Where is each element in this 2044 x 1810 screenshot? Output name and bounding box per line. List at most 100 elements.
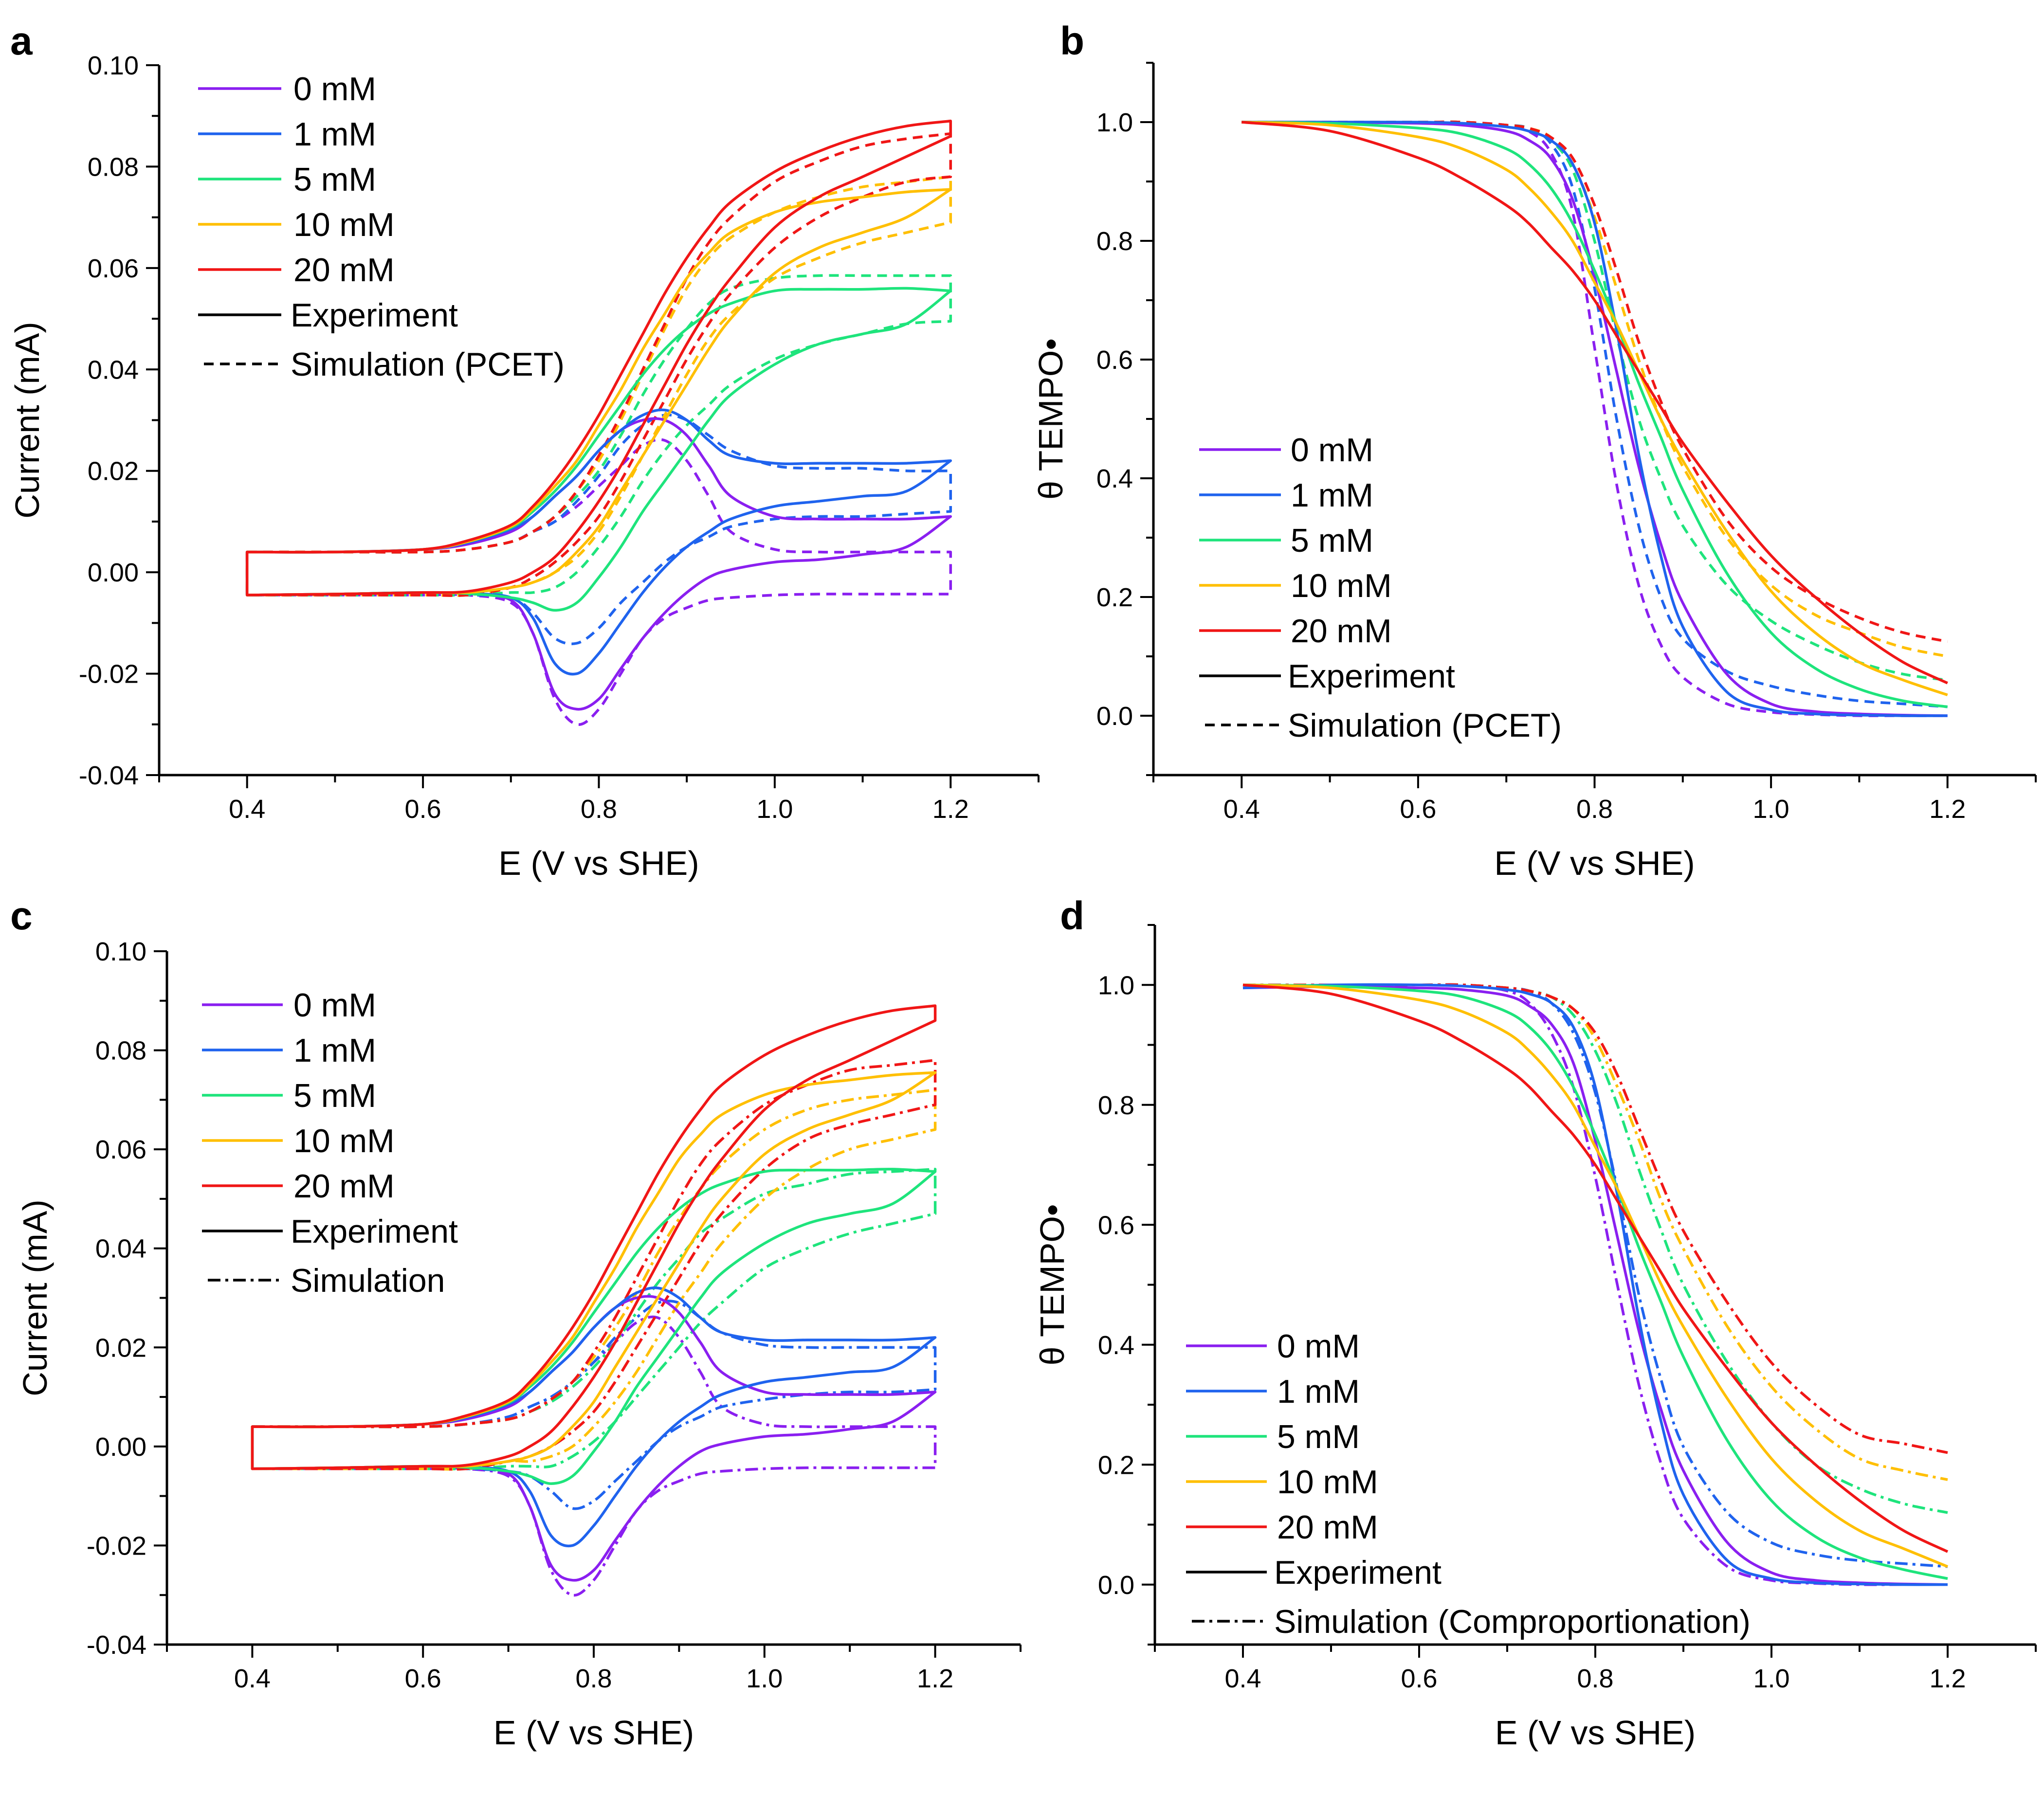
legend-entry: 5 mM — [293, 161, 376, 198]
series-experiment-10mM — [251, 1071, 937, 1470]
series-simulation-20mM — [251, 1059, 937, 1471]
y-tick-label: 0.10 — [88, 51, 139, 80]
y-tick-label: 0.06 — [95, 1135, 146, 1164]
y-tick-label: 0.4 — [1098, 1331, 1134, 1360]
series-simulation-1mM — [245, 413, 952, 646]
series-group — [1241, 120, 1948, 717]
series-experiment-0mM — [1242, 985, 1948, 1586]
series-simulation-1mM — [251, 1300, 937, 1510]
x-tick-label: 1.2 — [1929, 795, 1966, 824]
x-tick-label: 0.6 — [1401, 1664, 1437, 1693]
legend-entry: 10 mM — [1291, 567, 1392, 604]
y-tick-label: 0.8 — [1096, 227, 1133, 256]
series-simulation-10mM — [1241, 120, 1948, 658]
legend-entry: 1 mM — [1277, 1373, 1360, 1410]
series-group — [1242, 983, 1949, 1586]
series-experiment-20mM — [251, 1004, 937, 1470]
legend-entry: Simulation (PCET) — [291, 346, 565, 383]
panel-label: d — [1060, 894, 1084, 938]
series-experiment-20mM — [245, 119, 952, 597]
legend-entry: 1 mM — [1291, 477, 1373, 514]
legend-entry: 10 mM — [1277, 1464, 1378, 1501]
y-tick-label: 0.04 — [88, 355, 139, 384]
legend-entry: 0 mM — [1277, 1328, 1360, 1365]
series-experiment-10mM — [1241, 121, 1948, 696]
y-tick-label: 1.0 — [1098, 971, 1134, 1000]
x-tick-label: 1.0 — [1753, 795, 1789, 824]
legend-entry: Simulation — [291, 1262, 445, 1299]
panel-a: a 0.4 0.6 0.8 1.0 1.2 -0.04 -0.02 0.00 0.02 0.04 0.… — [8, 19, 1040, 882]
x-tick-label: 0.4 — [1223, 795, 1260, 824]
y-tick-label: 0.00 — [88, 558, 139, 587]
series-simulation-5mM — [245, 274, 952, 597]
legend-entry: Experiment — [1288, 658, 1455, 695]
legend-entry: 0 mM — [1291, 432, 1373, 469]
legend: 0 mM 1 mM 5 mM 10 mM 20 mM Experiment Simulati… — [1199, 432, 1562, 744]
x-axis-label: E (V vs SHE) — [1494, 844, 1695, 882]
series-experiment-5mM — [245, 287, 952, 612]
x-tick-label: 1.0 — [746, 1664, 783, 1693]
y-axis-label: θ TEMPO• — [1032, 338, 1070, 500]
series-experiment-1mM — [1242, 983, 1948, 1586]
y-tick-label: 0.0 — [1096, 702, 1133, 731]
panel-label: a — [10, 19, 33, 63]
legend-entry: 1 mM — [293, 116, 376, 153]
legend-entry: 0 mM — [293, 987, 376, 1024]
x-tick-label: 1.0 — [1753, 1664, 1789, 1693]
x-tick-label: 0.8 — [1577, 1664, 1613, 1693]
legend-entry: 20 mM — [1277, 1509, 1378, 1546]
legend-entry: Simulation (PCET) — [1288, 707, 1562, 744]
y-tick-label: 0.02 — [95, 1333, 146, 1362]
legend-entry: 1 mM — [293, 1032, 376, 1069]
legend-entry: 5 mM — [293, 1077, 376, 1114]
x-tick-label: 0.8 — [575, 1664, 612, 1693]
y-tick-label: -0.02 — [87, 1531, 146, 1560]
y-tick-label: 0.10 — [95, 937, 146, 966]
series-simulation-5mM — [251, 1168, 937, 1470]
y-tick-label: 0.08 — [88, 152, 139, 181]
y-tick-label: 0.04 — [95, 1234, 146, 1264]
y-tick-label: 0.4 — [1096, 464, 1133, 493]
legend-entry: Experiment — [291, 297, 458, 334]
series-experiment-20mM — [1242, 983, 1949, 1553]
x-tick-label: 1.2 — [932, 795, 969, 824]
y-tick-label: 0.6 — [1096, 345, 1133, 375]
panel-c: c 0.4 0.6 0.8 1.0 1.2 -0.04 -0.02 0.00 0.02 0.04 0.… — [10, 894, 1022, 1752]
x-tick-label: 1.2 — [1929, 1664, 1966, 1693]
legend: 0 mM 1 mM 5 mM 10 mM 20 mM Experiment Simulati… — [1186, 1328, 1751, 1640]
legend-entry: Experiment — [291, 1213, 458, 1250]
series-group — [251, 1004, 937, 1597]
panel-label: b — [1060, 19, 1084, 63]
legend-entry: 10 mM — [293, 1122, 395, 1159]
y-tick-label: -0.02 — [79, 660, 139, 689]
x-axis-label: E (V vs SHE) — [493, 1714, 694, 1752]
series-experiment-1mM — [1241, 121, 1948, 717]
x-axis-label: E (V vs SHE) — [498, 844, 699, 882]
y-axis-label: θ TEMPO• — [1033, 1204, 1071, 1366]
y-tick-label: -0.04 — [87, 1630, 146, 1660]
series-group — [245, 119, 952, 726]
y-tick-label: 0.6 — [1098, 1211, 1134, 1240]
x-tick-label: 1.0 — [756, 795, 793, 824]
x-tick-label: 0.4 — [234, 1664, 271, 1693]
series-simulation-20mM — [1241, 120, 1948, 643]
series-experiment-1mM — [251, 1286, 937, 1548]
x-tick-label: 0.6 — [405, 795, 441, 824]
panel-b: b 0.4 0.6 0.8 1.0 1.2 0.0 0.2 0.4 0.6 0.8 1.0 E (V v… — [1032, 19, 2037, 882]
series-simulation-20mM — [1242, 983, 1948, 1454]
x-tick-label: 0.4 — [229, 795, 265, 824]
legend-entry: 20 mM — [293, 1168, 395, 1205]
y-tick-label: 0.8 — [1098, 1091, 1134, 1120]
y-axis-label: Current (mA) — [16, 1199, 54, 1396]
panel-label: c — [10, 894, 33, 938]
legend-entry: 5 mM — [1291, 522, 1373, 559]
y-tick-label: 0.08 — [95, 1036, 146, 1066]
panel-d: d 0.4 0.6 0.8 1.0 1.2 0.0 0.2 0.4 0.6 0.8 1.0 E (V v… — [1033, 894, 2037, 1752]
legend-entry: 0 mM — [293, 71, 376, 108]
x-tick-label: 0.6 — [405, 1664, 441, 1693]
legend: 0 mM 1 mM 5 mM 10 mM 20 mM Experiment Simulati… — [202, 987, 458, 1299]
legend-entry: Simulation (Comproportionation) — [1274, 1603, 1751, 1640]
legend-entry: Experiment — [1274, 1554, 1442, 1591]
y-tick-label: 0.2 — [1096, 583, 1133, 612]
